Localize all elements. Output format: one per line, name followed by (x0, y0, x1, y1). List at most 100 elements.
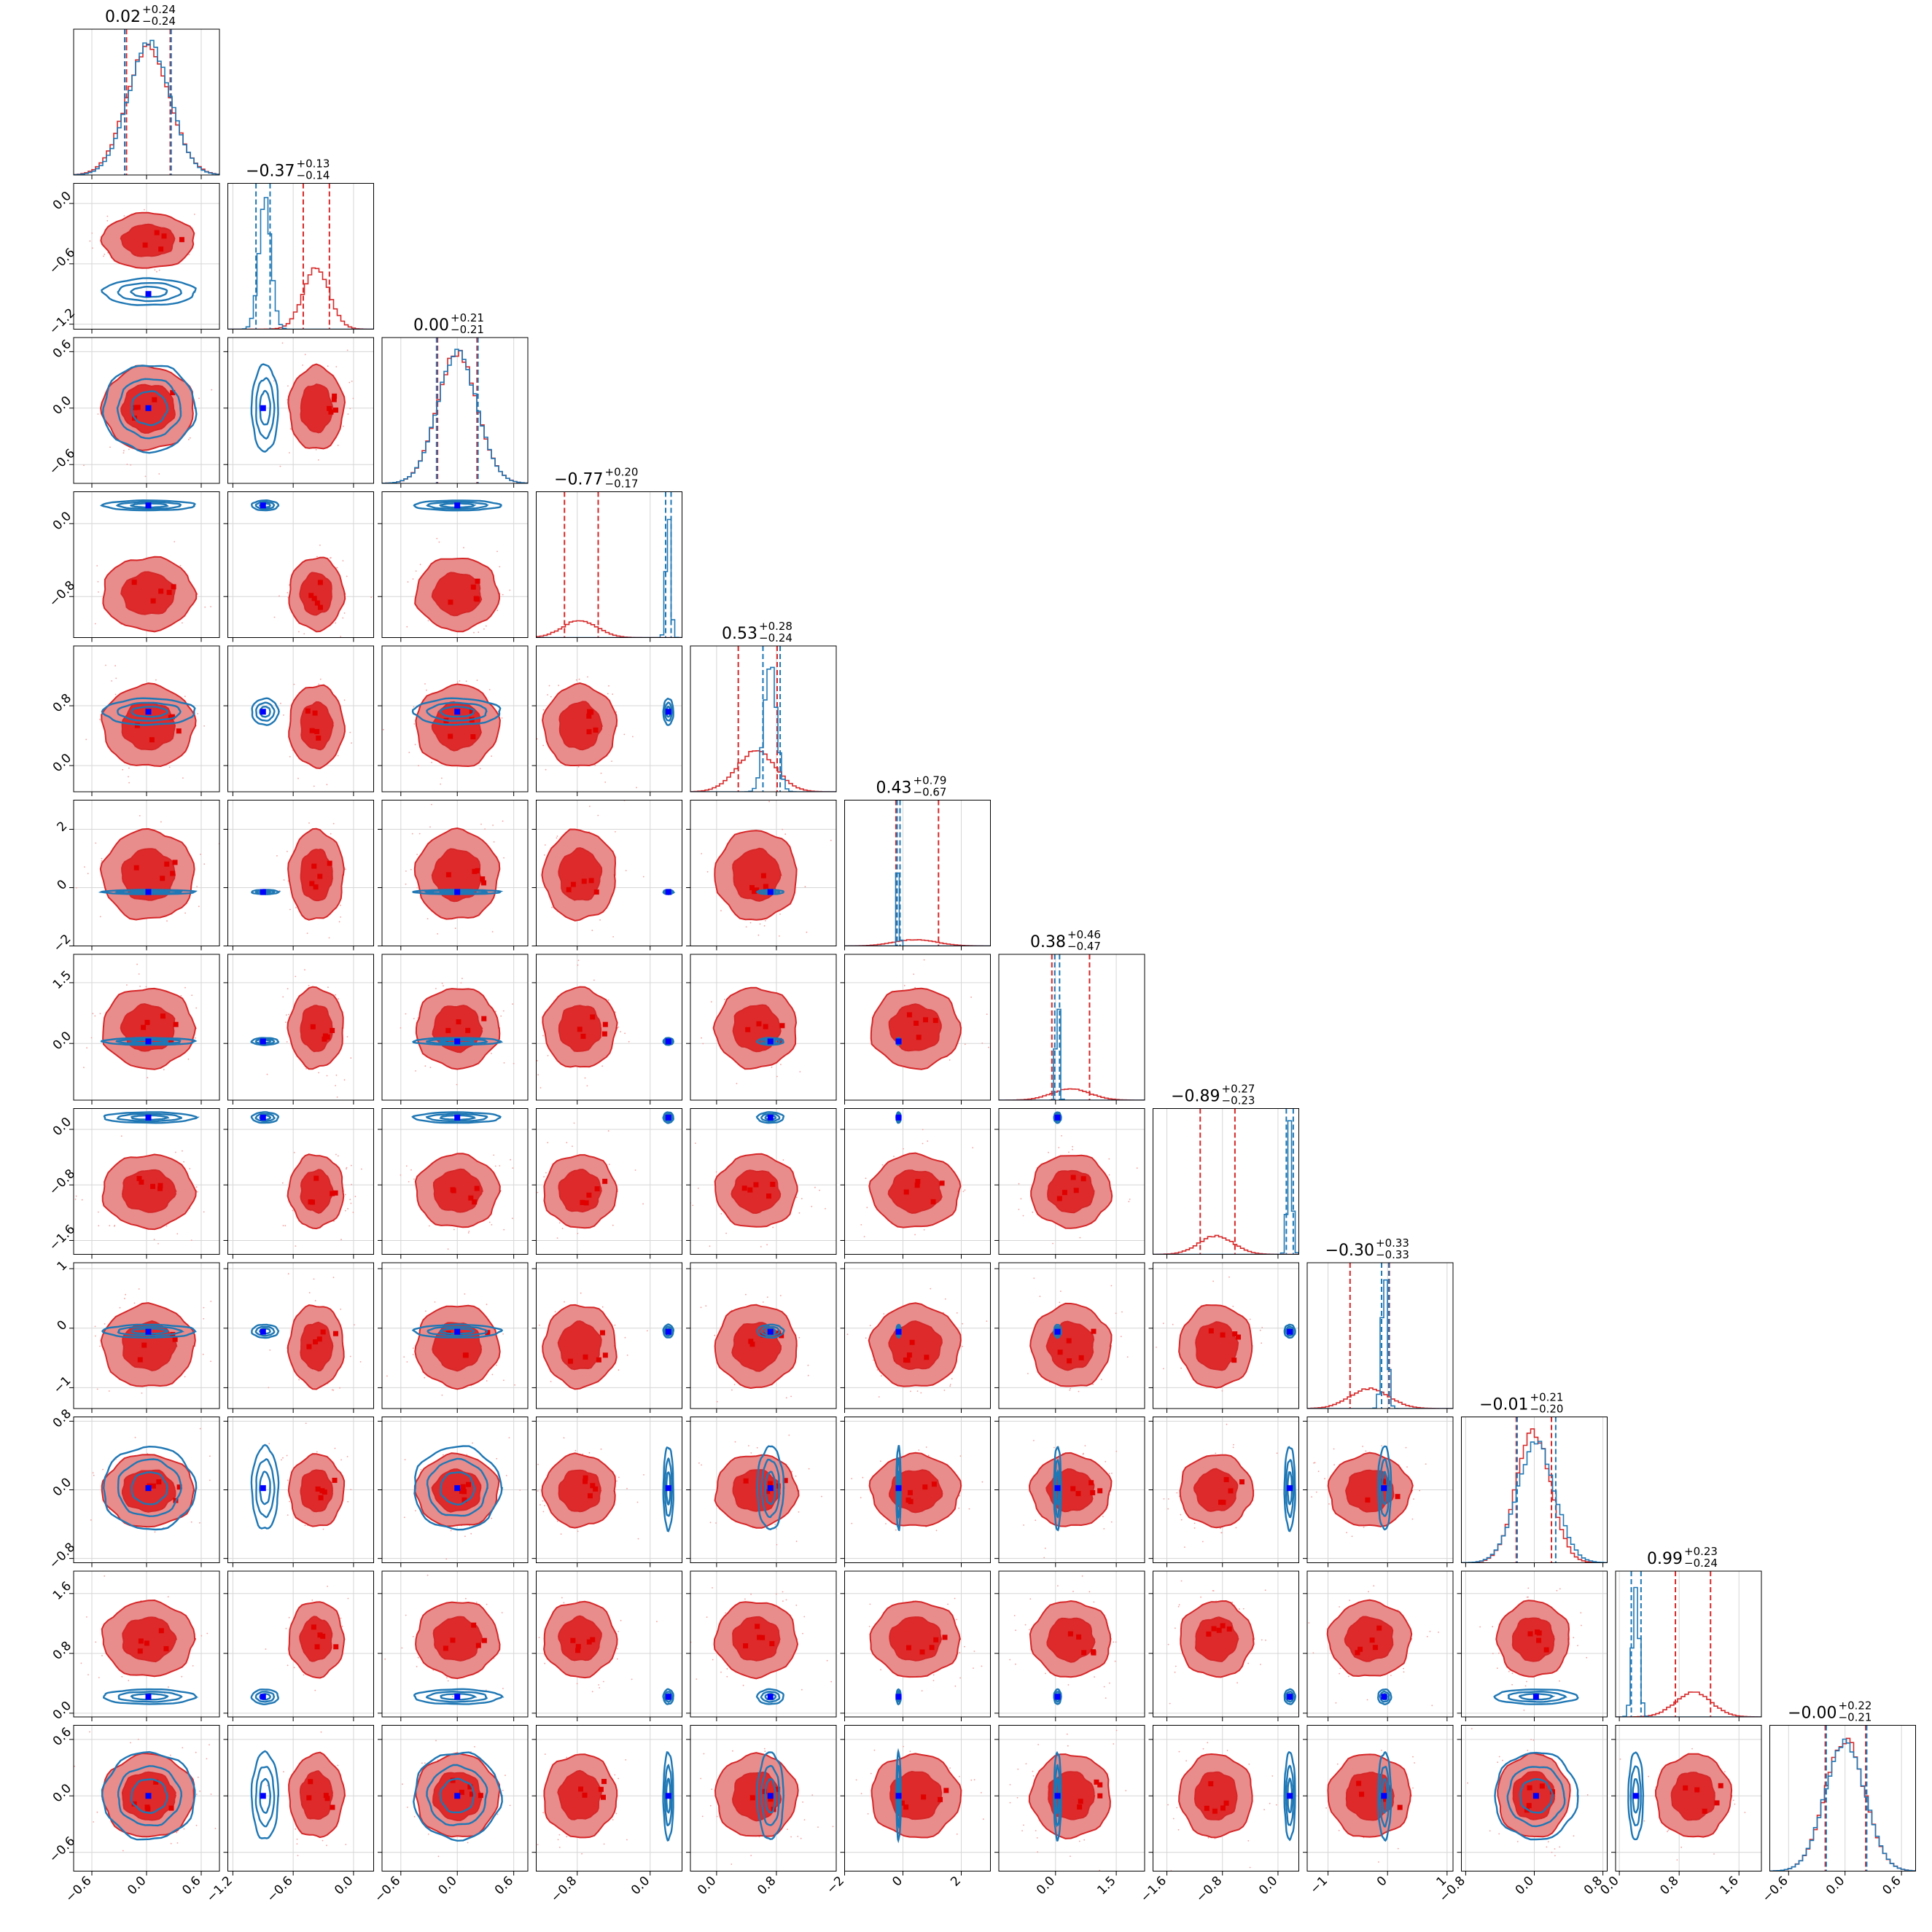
red-sample-point (359, 1361, 362, 1363)
red-sample-point (1094, 1676, 1095, 1678)
red-sample-point (491, 1053, 492, 1054)
red-sample-point (441, 777, 443, 779)
red-sample-point (183, 1828, 185, 1830)
red-sample-point (1419, 1489, 1421, 1492)
red-sample-point (502, 1333, 504, 1335)
red-sample-point (1311, 1496, 1312, 1498)
red-sample-point (893, 1156, 895, 1157)
red-sample-point (502, 593, 504, 596)
red-sample-point (534, 1448, 535, 1449)
red-sample-point (340, 636, 342, 637)
param-title-value: −0.01 (1479, 1396, 1528, 1414)
blue-contour-inner (1518, 1692, 1556, 1701)
red-sample-point (1167, 1643, 1169, 1645)
panel-plot-area (74, 800, 219, 946)
truth-marker (145, 1328, 152, 1335)
red-sample-point (188, 254, 190, 255)
red-sample-point (615, 831, 616, 833)
red-sample-point (1136, 1167, 1138, 1169)
red-marker (593, 727, 599, 733)
panel-frame (844, 1108, 991, 1255)
red-contour-inner (299, 1616, 333, 1662)
red-sample-point (577, 959, 580, 962)
red-sample-point (428, 1225, 430, 1227)
red-sample-point (607, 1000, 609, 1001)
red-sample-point (346, 349, 348, 351)
panel-6-5 (840, 954, 991, 1105)
red-marker (915, 1179, 921, 1185)
red-sample-point (494, 1010, 496, 1013)
red-sample-point (123, 450, 125, 452)
red-contour-inner (558, 847, 603, 901)
red-sample-point (496, 550, 498, 553)
y-tick-label: 0.0 (50, 189, 74, 213)
y-tick-label: 0.0 (50, 1475, 74, 1499)
red-marker (158, 246, 164, 252)
red-sample-point (524, 1342, 526, 1344)
blue-histogram (227, 197, 374, 330)
red-marker (570, 881, 576, 887)
truth-marker (665, 1038, 671, 1045)
blue-contour-inner (439, 1328, 476, 1335)
red-sample-point (1219, 1527, 1221, 1530)
panel-plot-area (1461, 1417, 1608, 1563)
red-sample-point (885, 1523, 887, 1524)
red-sample-point (340, 1459, 342, 1461)
panel-plot-area (844, 1571, 991, 1717)
red-sample-point (766, 1414, 768, 1416)
blue-contour-middle (117, 1765, 183, 1827)
y-tick-label: 1.5 (50, 968, 74, 992)
red-sample-point (1093, 1601, 1095, 1603)
red-sample-point (851, 1522, 853, 1524)
red-sample-point (281, 342, 284, 344)
red-marker (1536, 1630, 1542, 1636)
red-sample-point (1312, 1652, 1314, 1654)
red-sample-point (642, 1203, 644, 1205)
blue-contour-outer (100, 499, 196, 512)
red-sample-point (1247, 1662, 1249, 1664)
red-sample-point (341, 1625, 343, 1627)
red-sample-point (542, 709, 545, 711)
red-sample-point (715, 1171, 717, 1173)
truth-marker (1054, 1328, 1061, 1335)
red-sample-point (752, 1261, 753, 1263)
panel-9-9: −0.01 +0.21−0.20 (1461, 1391, 1608, 1567)
red-sample-point (104, 1323, 106, 1325)
blue-contour-inner (130, 285, 168, 298)
red-sample-point (411, 833, 413, 835)
red-sample-point (1015, 1663, 1016, 1665)
red-sample-point (628, 1040, 630, 1043)
red-sample-point (790, 1395, 792, 1398)
red-sample-point (475, 1601, 478, 1603)
red-sample-point (340, 1308, 342, 1310)
red-sample-point (564, 1301, 565, 1303)
truth-marker (665, 1114, 671, 1121)
red-sample-point (176, 1233, 179, 1235)
red-sample-point (1039, 1296, 1041, 1298)
panel-frame (381, 1108, 529, 1255)
red-marker (318, 1495, 324, 1500)
red-sample-point (383, 728, 384, 731)
red-sample-point (1128, 1201, 1130, 1202)
red-marker (445, 1028, 451, 1034)
truth-marker (260, 1114, 266, 1121)
red-sample-point (1163, 1368, 1164, 1370)
red-sample-point (90, 1037, 93, 1039)
red-marker (138, 1638, 144, 1644)
blue-contour-outer (413, 1688, 505, 1705)
red-sample-point (534, 1153, 536, 1155)
blue-contour-middle (116, 378, 182, 440)
red-sample-point (80, 1662, 82, 1664)
panel-plot-area (999, 1417, 1145, 1563)
red-sample-point (1167, 1508, 1169, 1510)
red-sample-point (436, 537, 438, 540)
panel-plot-area (227, 954, 374, 1100)
truth-marker (145, 1114, 152, 1121)
red-sample-point (344, 1193, 346, 1196)
red-sample-point (798, 1511, 800, 1513)
red-sample-point (415, 1070, 416, 1072)
red-sample-point (287, 1479, 289, 1481)
red-sample-point (1162, 1323, 1164, 1325)
red-sample-point (561, 1228, 564, 1229)
red-sample-point (94, 1015, 96, 1017)
